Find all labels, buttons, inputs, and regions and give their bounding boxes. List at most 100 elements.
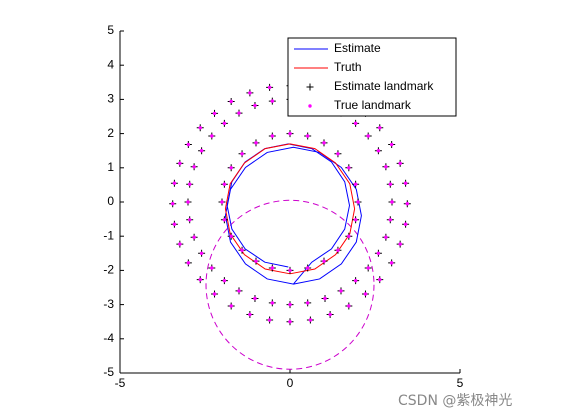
true-landmark <box>178 242 182 246</box>
y-tick-label: 5 <box>107 23 114 37</box>
true-landmark <box>229 166 233 170</box>
true-landmark <box>353 182 358 186</box>
true-landmark <box>210 134 214 138</box>
legend-label: True landmark <box>334 98 412 112</box>
true-landmark <box>186 261 191 265</box>
true-landmark <box>270 134 275 138</box>
true-landmark <box>198 277 202 282</box>
true-landmark <box>305 134 310 138</box>
true-landmark <box>336 152 340 156</box>
true-landmark <box>376 149 381 153</box>
legend-swatch <box>306 83 314 91</box>
true-landmark <box>222 218 227 222</box>
y-tick-label: 3 <box>107 92 114 106</box>
true-landmark <box>222 278 227 283</box>
true-landmark <box>253 103 257 108</box>
true-landmark <box>188 182 192 186</box>
y-tick-label: -5 <box>103 365 114 379</box>
true-landmark <box>267 85 272 90</box>
true-landmark <box>192 235 196 239</box>
y-tick-label: 2 <box>107 126 114 140</box>
true-landmark <box>322 259 326 263</box>
true-landmark <box>403 222 408 226</box>
true-landmark <box>270 301 275 305</box>
true-landmark <box>212 111 217 116</box>
true-landmark <box>384 165 388 169</box>
true-landmark <box>254 259 258 263</box>
y-tick-label: 0 <box>107 194 114 208</box>
true-landmark <box>353 278 358 283</box>
true-landmark <box>347 304 351 308</box>
range-circle <box>205 199 375 370</box>
true-landmark <box>398 161 402 166</box>
true-landmark <box>172 181 177 185</box>
true-landmark <box>388 218 392 222</box>
true-landmark <box>220 200 224 204</box>
true-landmark <box>192 165 196 169</box>
true-landmark <box>229 304 233 308</box>
true-landmark <box>240 248 244 252</box>
true-landmark <box>253 296 257 301</box>
true-landmark <box>237 111 241 115</box>
true-landmark <box>254 141 258 145</box>
true-landmark <box>172 222 177 226</box>
true-landmark <box>398 242 402 246</box>
true-landmark <box>222 121 227 126</box>
true-landmark <box>248 91 252 95</box>
y-tick-label: -3 <box>103 297 114 311</box>
true-landmark <box>222 182 227 186</box>
true-landmark <box>237 289 241 293</box>
true-landmark <box>353 121 358 126</box>
true-landmark <box>229 99 233 104</box>
y-tick-label: 1 <box>107 160 114 174</box>
trajectory <box>224 143 356 275</box>
true-landmark <box>322 141 326 145</box>
true-landmark <box>384 235 388 239</box>
true-landmark <box>388 182 392 186</box>
x-tick-label: 5 <box>457 376 464 390</box>
true-landmark <box>366 266 370 270</box>
true-landmark <box>229 234 233 238</box>
true-landmark <box>210 266 214 270</box>
true-landmark <box>363 292 368 296</box>
true-landmark <box>198 126 202 130</box>
true-landmark <box>366 134 370 138</box>
true-landmark <box>288 268 292 273</box>
true-landmark <box>405 202 409 206</box>
true-landmark <box>308 318 313 322</box>
true-landmark <box>186 142 191 147</box>
true-landmark <box>378 126 382 130</box>
x-tick-label: -5 <box>115 376 126 390</box>
true-landmark <box>376 251 381 255</box>
true-landmark <box>178 161 182 166</box>
legend-box <box>287 37 457 117</box>
true-landmark <box>270 266 275 270</box>
true-landmark <box>328 312 332 317</box>
legend-label: Truth <box>334 60 362 74</box>
true-landmark <box>305 266 310 270</box>
y-tick-label: -4 <box>103 331 114 345</box>
trajectory <box>224 143 362 285</box>
true-landmark <box>288 302 292 307</box>
true-landmark <box>199 251 204 255</box>
legend-swatch <box>308 104 312 108</box>
true-landmark <box>353 218 358 222</box>
true-landmark <box>199 149 204 153</box>
y-tick-label: -2 <box>103 263 114 277</box>
y-tick-label: -1 <box>103 228 114 242</box>
true-landmark <box>339 289 343 293</box>
true-landmark <box>305 301 310 305</box>
true-landmark <box>347 234 351 238</box>
true-landmark <box>270 99 275 103</box>
true-landmark <box>171 202 175 206</box>
true-landmark <box>378 277 382 282</box>
true-landmark <box>356 200 360 204</box>
true-landmark <box>403 181 408 185</box>
x-tick-label: 0 <box>287 376 294 390</box>
true-landmark <box>323 296 327 301</box>
true-landmark <box>212 292 217 296</box>
true-landmark <box>336 248 340 252</box>
watermark: CSDN @紫极神光 <box>398 393 513 409</box>
true-landmark <box>347 166 351 170</box>
true-landmark <box>288 131 292 136</box>
